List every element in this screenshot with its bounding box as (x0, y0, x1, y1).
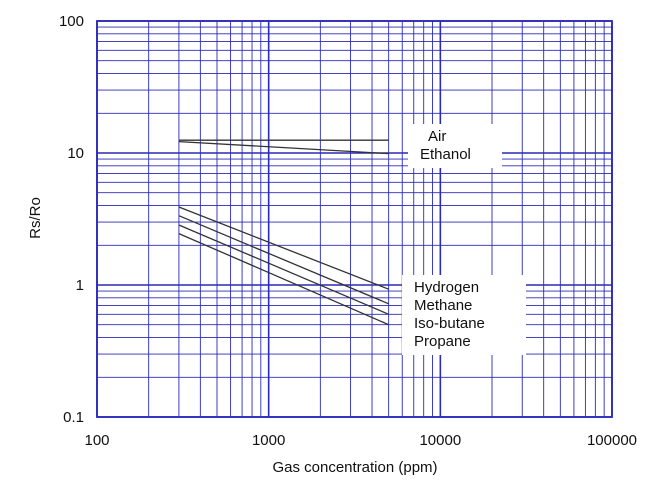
grid (96, 20, 613, 418)
x-tick-label: 1000 (252, 432, 285, 449)
legend-label: Methane (414, 297, 472, 314)
x-axis-title: Gas concentration (ppm) (272, 459, 437, 476)
y-tick-label: 1 (76, 277, 84, 294)
plot-frame (96, 20, 613, 418)
series-line-hydrogen (178, 206, 389, 290)
series-line-ethanol (178, 140, 389, 155)
x-tick-label: 100 (84, 432, 109, 449)
legend-label: Iso-butane (414, 315, 485, 332)
y-axis-title: Rs/Ro (27, 197, 44, 239)
y-tick-label: 100 (59, 13, 84, 30)
series-line-iso-butane (178, 224, 389, 315)
legend-label: Propane (414, 333, 471, 350)
legend-label: Hydrogen (414, 279, 479, 296)
series-line-methane (178, 215, 389, 305)
x-tick-label: 100000 (587, 432, 637, 449)
y-tick-label: 10 (67, 145, 84, 162)
series-lines (178, 139, 389, 326)
legend-box (408, 124, 502, 168)
tick-labels: 100 1000 10000 100000 0.1 1 10 100 (59, 13, 637, 449)
legend-box (402, 275, 526, 355)
legend-label: Ethanol (420, 146, 471, 163)
y-tick-label: 0.1 (63, 409, 84, 426)
legend-label: Air (428, 128, 446, 145)
x-tick-label: 10000 (419, 432, 461, 449)
series-line-propane (178, 233, 389, 326)
